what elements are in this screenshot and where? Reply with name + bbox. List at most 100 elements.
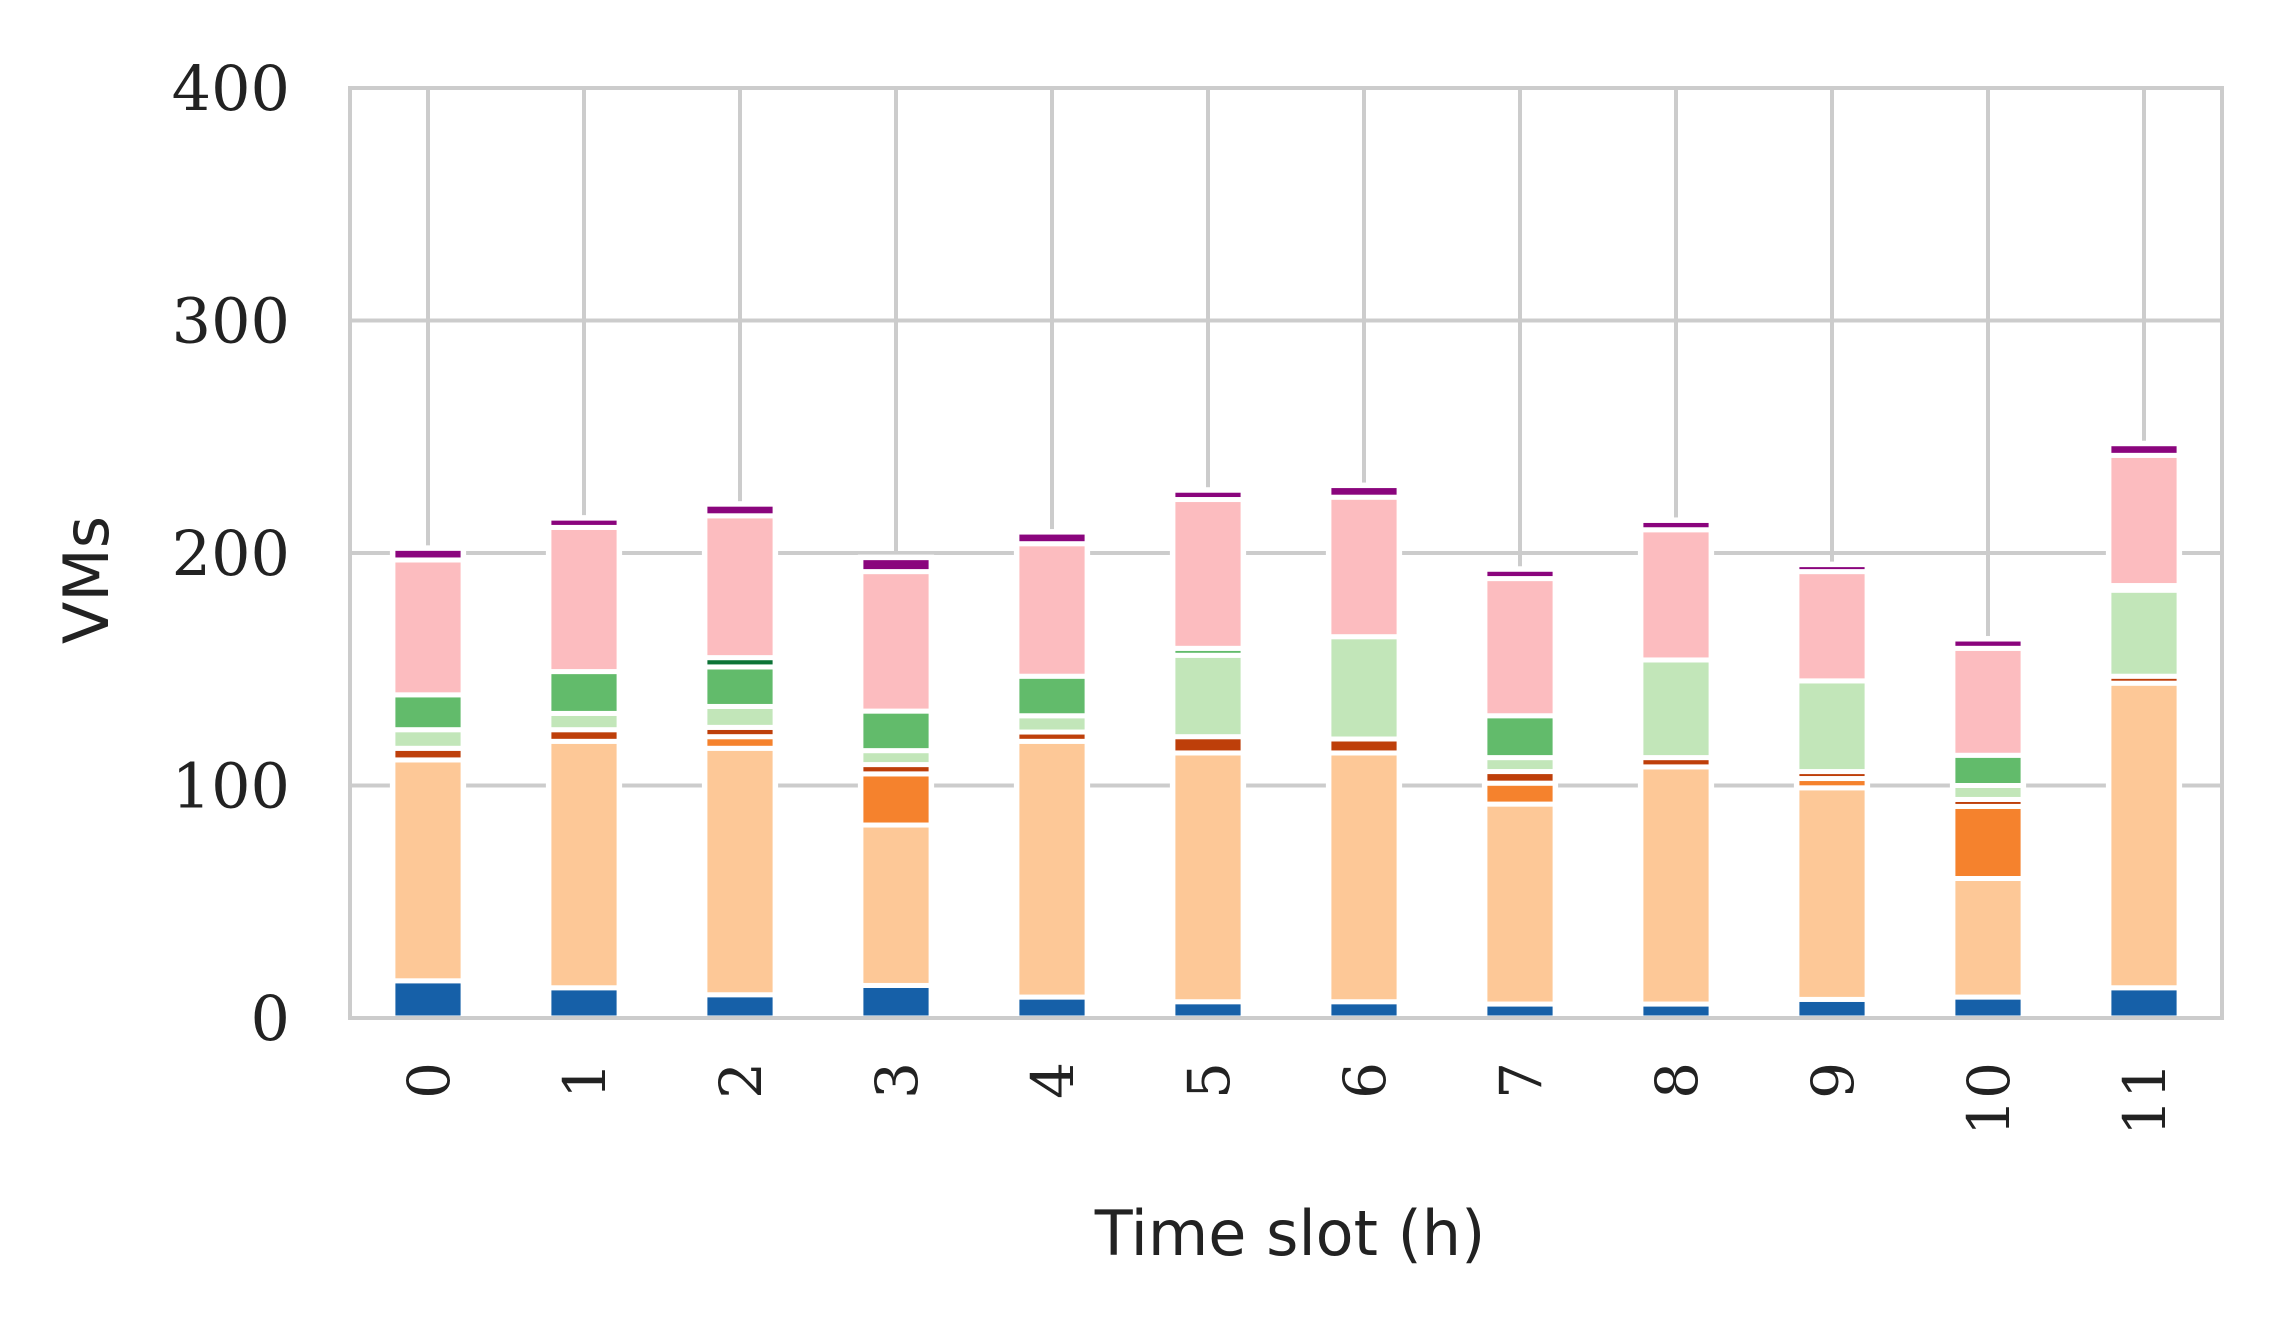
bar-segment-8 [858,555,934,575]
bar-segment-5 [390,692,466,733]
bar-stack-1 [545,515,623,1021]
bar-segment-8 [1170,487,1246,503]
x-tick-label-10: 10 [1955,1062,2023,1136]
bar-segment-8 [1794,562,1870,575]
bar-segment-7 [858,569,934,714]
x-tick-label-2: 2 [707,1062,775,1099]
bar-stack-8 [1637,517,1715,1021]
bar-segment-7 [1326,494,1402,640]
bar-segment-1 [858,822,934,988]
bar-segment-8 [1638,517,1714,533]
x-tick-label-9: 9 [1799,1062,1867,1099]
bar-segment-0 [702,992,778,1021]
bars-layer [389,440,2183,1021]
bar-segment-7 [1014,541,1090,679]
y-tick-label-1: 100 [172,750,290,823]
plot-frame [348,86,2224,1020]
bar-segment-5 [1014,673,1090,719]
bar-stack-10 [1949,636,2027,1021]
bar-segment-1 [1638,764,1714,1007]
bar-segment-0 [1794,996,1870,1021]
x-tick-label-5: 5 [1175,1062,1243,1099]
bar-segment-8 [702,501,778,519]
bar-segment-1 [1794,785,1870,1002]
bar-segment-1 [1482,801,1558,1007]
bar-segment-4 [1170,652,1246,740]
bar-stack-9 [1793,561,1871,1021]
bar-segment-8 [1950,636,2026,651]
bar-segment-0 [2106,985,2182,1021]
bar-stack-7 [1481,566,1559,1021]
bar-segment-8 [1326,483,1402,500]
frame-layer [348,86,2224,1020]
y-tick-label-3: 300 [172,285,290,358]
bar-segment-1 [1326,750,1402,1005]
bar-segment-7 [2106,452,2182,589]
x-tick-label-3: 3 [863,1062,931,1099]
bar-stack-5 [1169,487,1247,1021]
x-tick-label-8: 8 [1643,1062,1711,1099]
bar-segment-7 [390,557,466,698]
bar-segment-8 [2106,441,2182,458]
y-tick-label-2: 200 [172,517,290,590]
x-tick-label-1: 1 [551,1062,619,1099]
bar-segment-5 [546,669,622,716]
bar-segment-7 [1794,569,1870,684]
bar-segment-8 [1014,529,1090,547]
bar-segment-1 [702,745,778,998]
bar-stack-11 [2105,440,2183,1021]
bar-segment-1 [546,738,622,991]
x-tick-label-4: 4 [1019,1062,1087,1099]
bar-segment-1 [390,757,466,984]
bar-segment-2 [1950,803,2026,881]
bar-segment-0 [858,982,934,1021]
bar-segment-1 [1950,876,2026,1000]
x-tick-labels: 0 1 2 3 4 5 6 7 8 9 10 11 [395,1062,2179,1136]
bar-segment-1 [1014,738,1090,1000]
bar-stack-0 [389,545,467,1021]
bar-segment-1 [1170,750,1246,1005]
bar-segment-5 [1950,752,2026,789]
bar-segment-7 [1638,527,1714,663]
bar-segment-2 [858,771,934,828]
x-tick-label-6: 6 [1331,1062,1399,1099]
bar-segment-2 [1482,780,1558,807]
bar-stack-2 [701,501,779,1021]
bar-segment-0 [1950,994,2026,1021]
bar-segment-4 [2106,587,2182,679]
y-tick-label-0: 0 [251,982,290,1055]
x-tick-label-7: 7 [1487,1062,1555,1099]
bar-segment-8 [546,515,622,530]
bar-segment-4 [1638,657,1714,761]
bar-stack-6 [1325,482,1403,1021]
bar-segment-0 [546,985,622,1021]
bar-segment-7 [546,524,622,675]
bar-segment-7 [1170,497,1246,651]
bar-segment-0 [390,978,466,1021]
bar-segment-5 [1482,713,1558,761]
x-axis-label: Time slot (h) [1094,1197,1486,1270]
x-tick-label-11: 11 [2111,1062,2179,1136]
bar-segment-7 [1482,576,1558,719]
bar-segment-4 [702,703,778,730]
bar-segment-5 [858,708,934,754]
bar-segment-4 [1326,634,1402,742]
bar-segment-4 [1794,678,1870,775]
bar-stack-3 [857,554,935,1021]
bar-segment-8 [390,545,466,563]
bar-segment-1 [2106,680,2182,991]
bar-segment-4 [390,727,466,751]
y-tick-label-4: 400 [172,52,290,125]
grid-layer [350,86,2222,1020]
bar-segment-8 [1482,566,1558,582]
y-tick-labels: 0 100 200 300 400 [172,52,290,1055]
x-tick-label-0: 0 [395,1062,463,1099]
bar-segment-7 [702,513,778,661]
bar-stack-4 [1013,529,1091,1021]
y-axis-label: VMs [50,516,123,644]
bar-segment-5 [702,664,778,709]
bar-segment-7 [1950,645,2026,758]
bar-segment-0 [1014,994,1090,1021]
